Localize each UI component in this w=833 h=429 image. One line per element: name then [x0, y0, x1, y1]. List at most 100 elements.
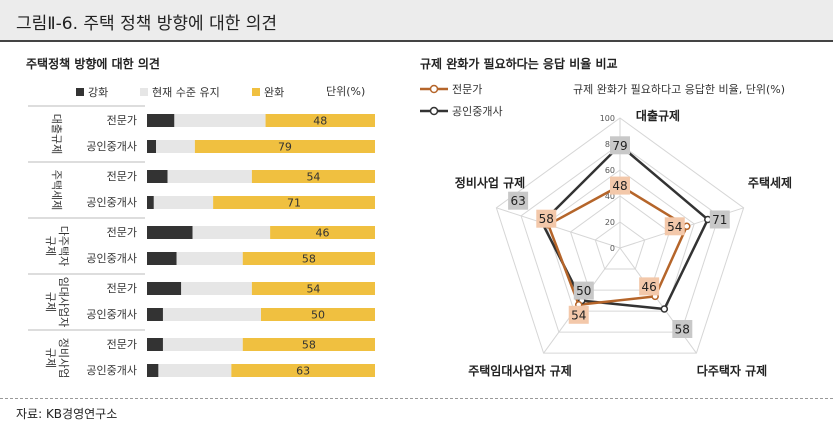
header-divider: [0, 40, 833, 42]
radar-value-label: 58: [675, 322, 690, 336]
group-label-line: 다주택자: [57, 226, 70, 266]
bar-segment: [147, 196, 154, 209]
bar-segment: [147, 140, 157, 153]
bar-segment: [147, 282, 182, 295]
legend-item-strengthen: 강화: [76, 84, 108, 100]
bar-segment: [176, 252, 243, 265]
radar-legend-label: 공인중개사: [452, 105, 503, 118]
bar-segment: [242, 252, 375, 265]
respondent-label: 공인중개사: [86, 140, 137, 153]
legend-item-maintain: 현재 수준 유지: [140, 84, 220, 100]
bar-segment: [147, 308, 163, 321]
bar-segment: [162, 308, 261, 321]
respondent-label: 공인중개사: [86, 364, 137, 377]
radar-value-label: 58: [539, 212, 554, 226]
radar-tick-label: 20: [605, 218, 615, 227]
radar-legend-label: 전문가: [452, 83, 482, 96]
bar-segment: [213, 196, 375, 209]
bar-value-label: 58: [302, 339, 316, 352]
radar-axis-label: 대출규제: [636, 108, 680, 123]
respondent-label: 공인중개사: [86, 252, 137, 265]
radar-axis-label: 주택임대사업자 규제: [468, 363, 572, 378]
radar-gridline: [594, 221, 646, 270]
footer-divider: [0, 398, 833, 399]
figure-header: 그림Ⅱ-6. 주택 정책 방향에 대한 의견: [0, 0, 833, 40]
radar-value-label: 46: [642, 280, 657, 294]
group-label: 정비사업규제: [44, 338, 70, 378]
group-label-line: 임대사업자: [57, 277, 70, 328]
radar-legend-marker: [429, 106, 439, 116]
legend-swatch: [140, 88, 148, 96]
radar-value-label: 50: [576, 284, 591, 298]
legend-label: 완화: [264, 86, 285, 99]
bar-value-label: 79: [278, 141, 292, 154]
radar-value-box: [672, 319, 693, 338]
bar-segment: [153, 196, 214, 209]
radar-value-box: [664, 217, 685, 236]
bar-segment: [270, 226, 375, 239]
bar-value-label: 71: [287, 197, 301, 210]
bar-value-label: 58: [302, 253, 316, 266]
radar-legend-marker: [429, 84, 439, 94]
bar-value-label: 63: [296, 365, 310, 378]
radar-subtitle: 규제 완화가 필요하다고 응답한 비율, 단위(%): [573, 82, 785, 96]
radar-spoke: [496, 207, 621, 249]
legend-label: 현재 수준 유지: [152, 86, 220, 99]
respondent-label: 전문가: [107, 114, 137, 127]
respondent-label: 공인중개사: [86, 308, 137, 321]
group-label: 임대사업자규제: [44, 277, 70, 328]
bar-value-label: 54: [306, 171, 320, 184]
group-label-line: 규제: [44, 348, 57, 368]
bar-segment: [167, 170, 252, 183]
bar-value-label: 50: [311, 309, 325, 322]
bar-segment: [147, 364, 159, 377]
respondent-label: 전문가: [107, 338, 137, 351]
legend-swatch: [252, 88, 260, 96]
bar-value-label: 46: [316, 227, 330, 240]
radar-gridline: [545, 169, 695, 312]
bar-segment: [251, 282, 375, 295]
bar-segment: [147, 226, 193, 239]
bar-segment: [251, 170, 375, 183]
group-label-line: 규제: [44, 292, 57, 312]
radar-value-box: [508, 191, 529, 210]
bar-value-label: 54: [306, 283, 320, 296]
bar-segment: [174, 114, 266, 127]
radar-value-box: [573, 281, 594, 300]
group-label: 다주택자규제: [44, 226, 70, 266]
figure-title: 그림Ⅱ-6. 주택 정책 방향에 대한 의견: [16, 14, 278, 34]
radar-axis-label: 주택세제: [748, 175, 792, 190]
bar-segment: [147, 170, 168, 183]
bar-segment: [192, 226, 271, 239]
radar-value-box: [610, 136, 630, 155]
radar-value-box: [568, 305, 589, 324]
radar-chart-title: 규제 완화가 필요하다는 응답 비율 비교: [420, 57, 618, 71]
bar-chart-title: 주택정책 방향에 대한 의견: [26, 57, 160, 71]
radar-value-label: 79: [612, 139, 627, 153]
bar-segment: [194, 140, 375, 153]
group-label-line: 대출규제: [50, 114, 63, 154]
source-note: 자료: KB경영연구소: [16, 407, 118, 421]
radar-value-box: [610, 176, 630, 195]
bar-segment: [265, 114, 375, 127]
bar-segment: [147, 252, 177, 265]
bar-segment: [156, 140, 195, 153]
respondent-label: 전문가: [107, 170, 137, 183]
legend-item-ease: 완화: [252, 84, 284, 100]
legend-label: 강화: [88, 86, 109, 99]
radar-value-label: 54: [571, 308, 586, 322]
bar-segment: [147, 338, 163, 351]
group-label: 대출규제: [50, 114, 63, 154]
respondent-label: 전문가: [107, 226, 137, 239]
radar-value-label: 48: [612, 179, 627, 193]
bar-segment: [181, 282, 252, 295]
respondent-label: 전문가: [107, 282, 137, 295]
group-label-line: 주택세제: [50, 170, 63, 210]
bar-segment: [147, 114, 175, 127]
radar-value-box: [639, 277, 660, 296]
bar-segment: [261, 308, 375, 321]
bar-value-label: 48: [313, 115, 327, 128]
radar-value-label: 63: [510, 194, 525, 208]
radar-gridline: [569, 195, 671, 291]
bar-segment: [242, 338, 375, 351]
